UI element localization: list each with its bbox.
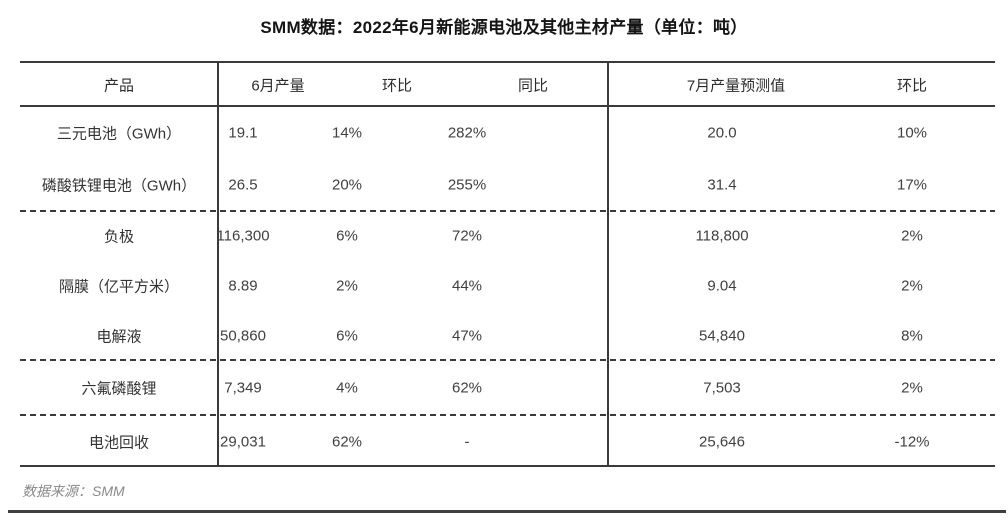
jul-forecast-cell: 25,646 [699, 433, 745, 451]
jul-mom-cell: 17% [896, 176, 928, 194]
table-row: 负极 116,300 6% 72% 118,800 2% [20, 211, 995, 261]
column-divider-right [607, 63, 609, 465]
dashed-divider-3 [20, 414, 995, 416]
header-jun-yoy: 同比 [517, 77, 549, 95]
header-jun-output: 6月产量 [251, 77, 305, 95]
jun-mom-cell: 6% [336, 327, 358, 344]
jun-mom-cell: 2% [336, 277, 358, 295]
jun-output-cell: 29,031 [220, 433, 266, 451]
header-jun-mom: 环比 [381, 77, 413, 95]
table-row: 隔膜（亿平方米） 8.89 2% 44% 9.04 2% [20, 261, 995, 311]
jul-forecast-cell: 20.0 [707, 124, 737, 142]
jun-output-cell: 8.89 [228, 277, 258, 295]
product-cell: 三元电池（GWh） [56, 125, 182, 143]
product-cell: 六氟磷酸锂 [81, 380, 157, 397]
product-cell: 电池回收 [88, 434, 150, 452]
product-cell: 隔膜（亿平方米） [58, 278, 180, 296]
jul-mom-cell: 8% [901, 327, 923, 344]
jun-output-cell: 7,349 [224, 379, 262, 396]
jun-mom-cell: 4% [336, 379, 358, 396]
header-jul-forecast: 7月产量预测值 [686, 77, 786, 95]
table-row: 三元电池（GWh） 19.1 14% 282% 20.0 10% [20, 107, 995, 159]
table-row: 电池回收 29,031 62% - 25,646 -12% [20, 415, 995, 469]
jun-yoy-cell: 62% [451, 379, 483, 396]
product-cell: 电解液 [96, 328, 142, 345]
jun-yoy-cell: 282% [447, 124, 487, 142]
jul-forecast-cell: 54,840 [699, 327, 745, 344]
jun-output-cell: 26.5 [228, 176, 258, 194]
jul-mom-cell: 10% [896, 124, 928, 142]
product-cell: 磷酸铁锂电池（GWh） [41, 177, 197, 195]
table-row: 六氟磷酸锂 7,349 4% 62% 7,503 2% [20, 360, 995, 415]
jul-forecast-cell: 118,800 [695, 227, 749, 245]
jul-mom-cell: 2% [901, 379, 923, 396]
jul-forecast-cell: 9.04 [707, 277, 737, 295]
jul-mom-cell: 2% [901, 277, 923, 295]
bottom-divider [8, 510, 1006, 513]
table-row: 电解液 50,860 6% 47% 54,840 8% [20, 311, 995, 360]
data-source-note: 数据来源：SMM [22, 483, 125, 499]
jul-mom-cell: -12% [894, 433, 930, 451]
jun-yoy-cell: 255% [447, 176, 487, 194]
jun-yoy-cell: 47% [451, 327, 483, 344]
table-row: 磷酸铁锂电池（GWh） 26.5 20% 255% 31.4 17% [20, 159, 995, 211]
jun-yoy-cell: 44% [451, 277, 483, 295]
jun-output-cell: 50,860 [220, 327, 266, 344]
jun-mom-cell: 62% [331, 433, 363, 451]
jun-mom-cell: 14% [331, 124, 363, 142]
dashed-divider-1 [20, 210, 995, 212]
jun-yoy-cell: 72% [451, 227, 483, 245]
jul-forecast-cell: 31.4 [707, 176, 737, 194]
header-product: 产品 [103, 77, 135, 95]
jun-mom-cell: 20% [331, 176, 363, 194]
jun-yoy-cell: - [464, 433, 470, 451]
jul-forecast-cell: 7,503 [703, 379, 741, 396]
dashed-divider-2 [20, 359, 995, 361]
jun-output-cell: 19.1 [228, 124, 258, 142]
page-title: SMM数据：2022年6月新能源电池及其他主材产量（单位：吨） [260, 18, 748, 37]
jul-mom-cell: 2% [901, 227, 923, 245]
header-rule [20, 105, 995, 107]
header-jul-mom: 环比 [896, 77, 928, 95]
jun-output-cell: 116,300 [216, 227, 270, 245]
jun-mom-cell: 6% [336, 227, 358, 245]
data-table: 产品 6月产量 环比 同比 7月产量预测值 环比 三元电池（GWh） 19.1 … [20, 61, 995, 467]
product-cell: 负极 [103, 228, 135, 246]
table-header-row: 产品 6月产量 环比 同比 7月产量预测值 环比 [20, 63, 995, 107]
column-divider-left [217, 63, 219, 465]
